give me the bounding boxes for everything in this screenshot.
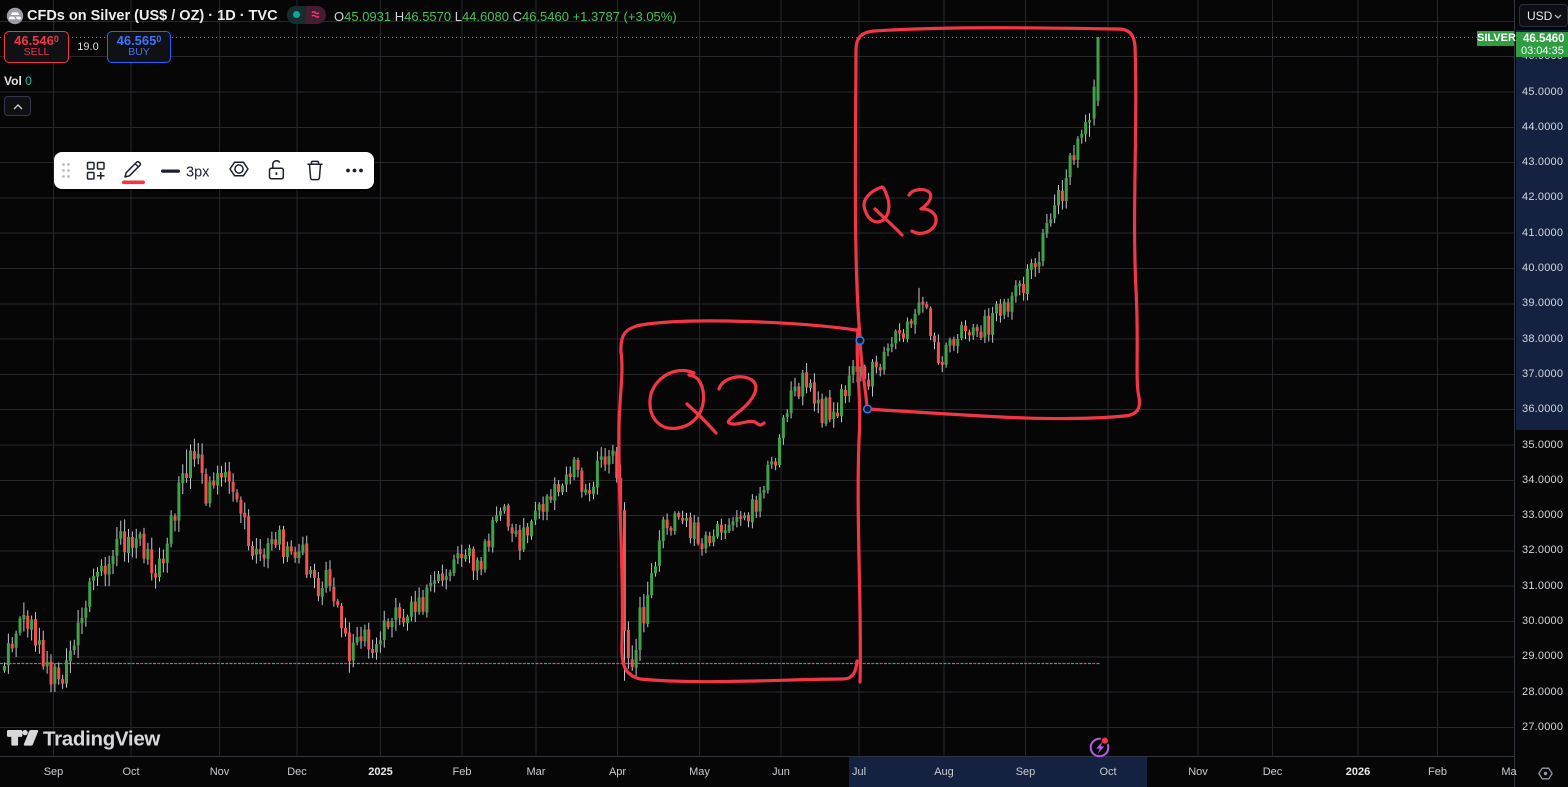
svg-text:3px: 3px xyxy=(186,165,210,181)
svg-text:TradingView: TradingView xyxy=(43,728,160,751)
